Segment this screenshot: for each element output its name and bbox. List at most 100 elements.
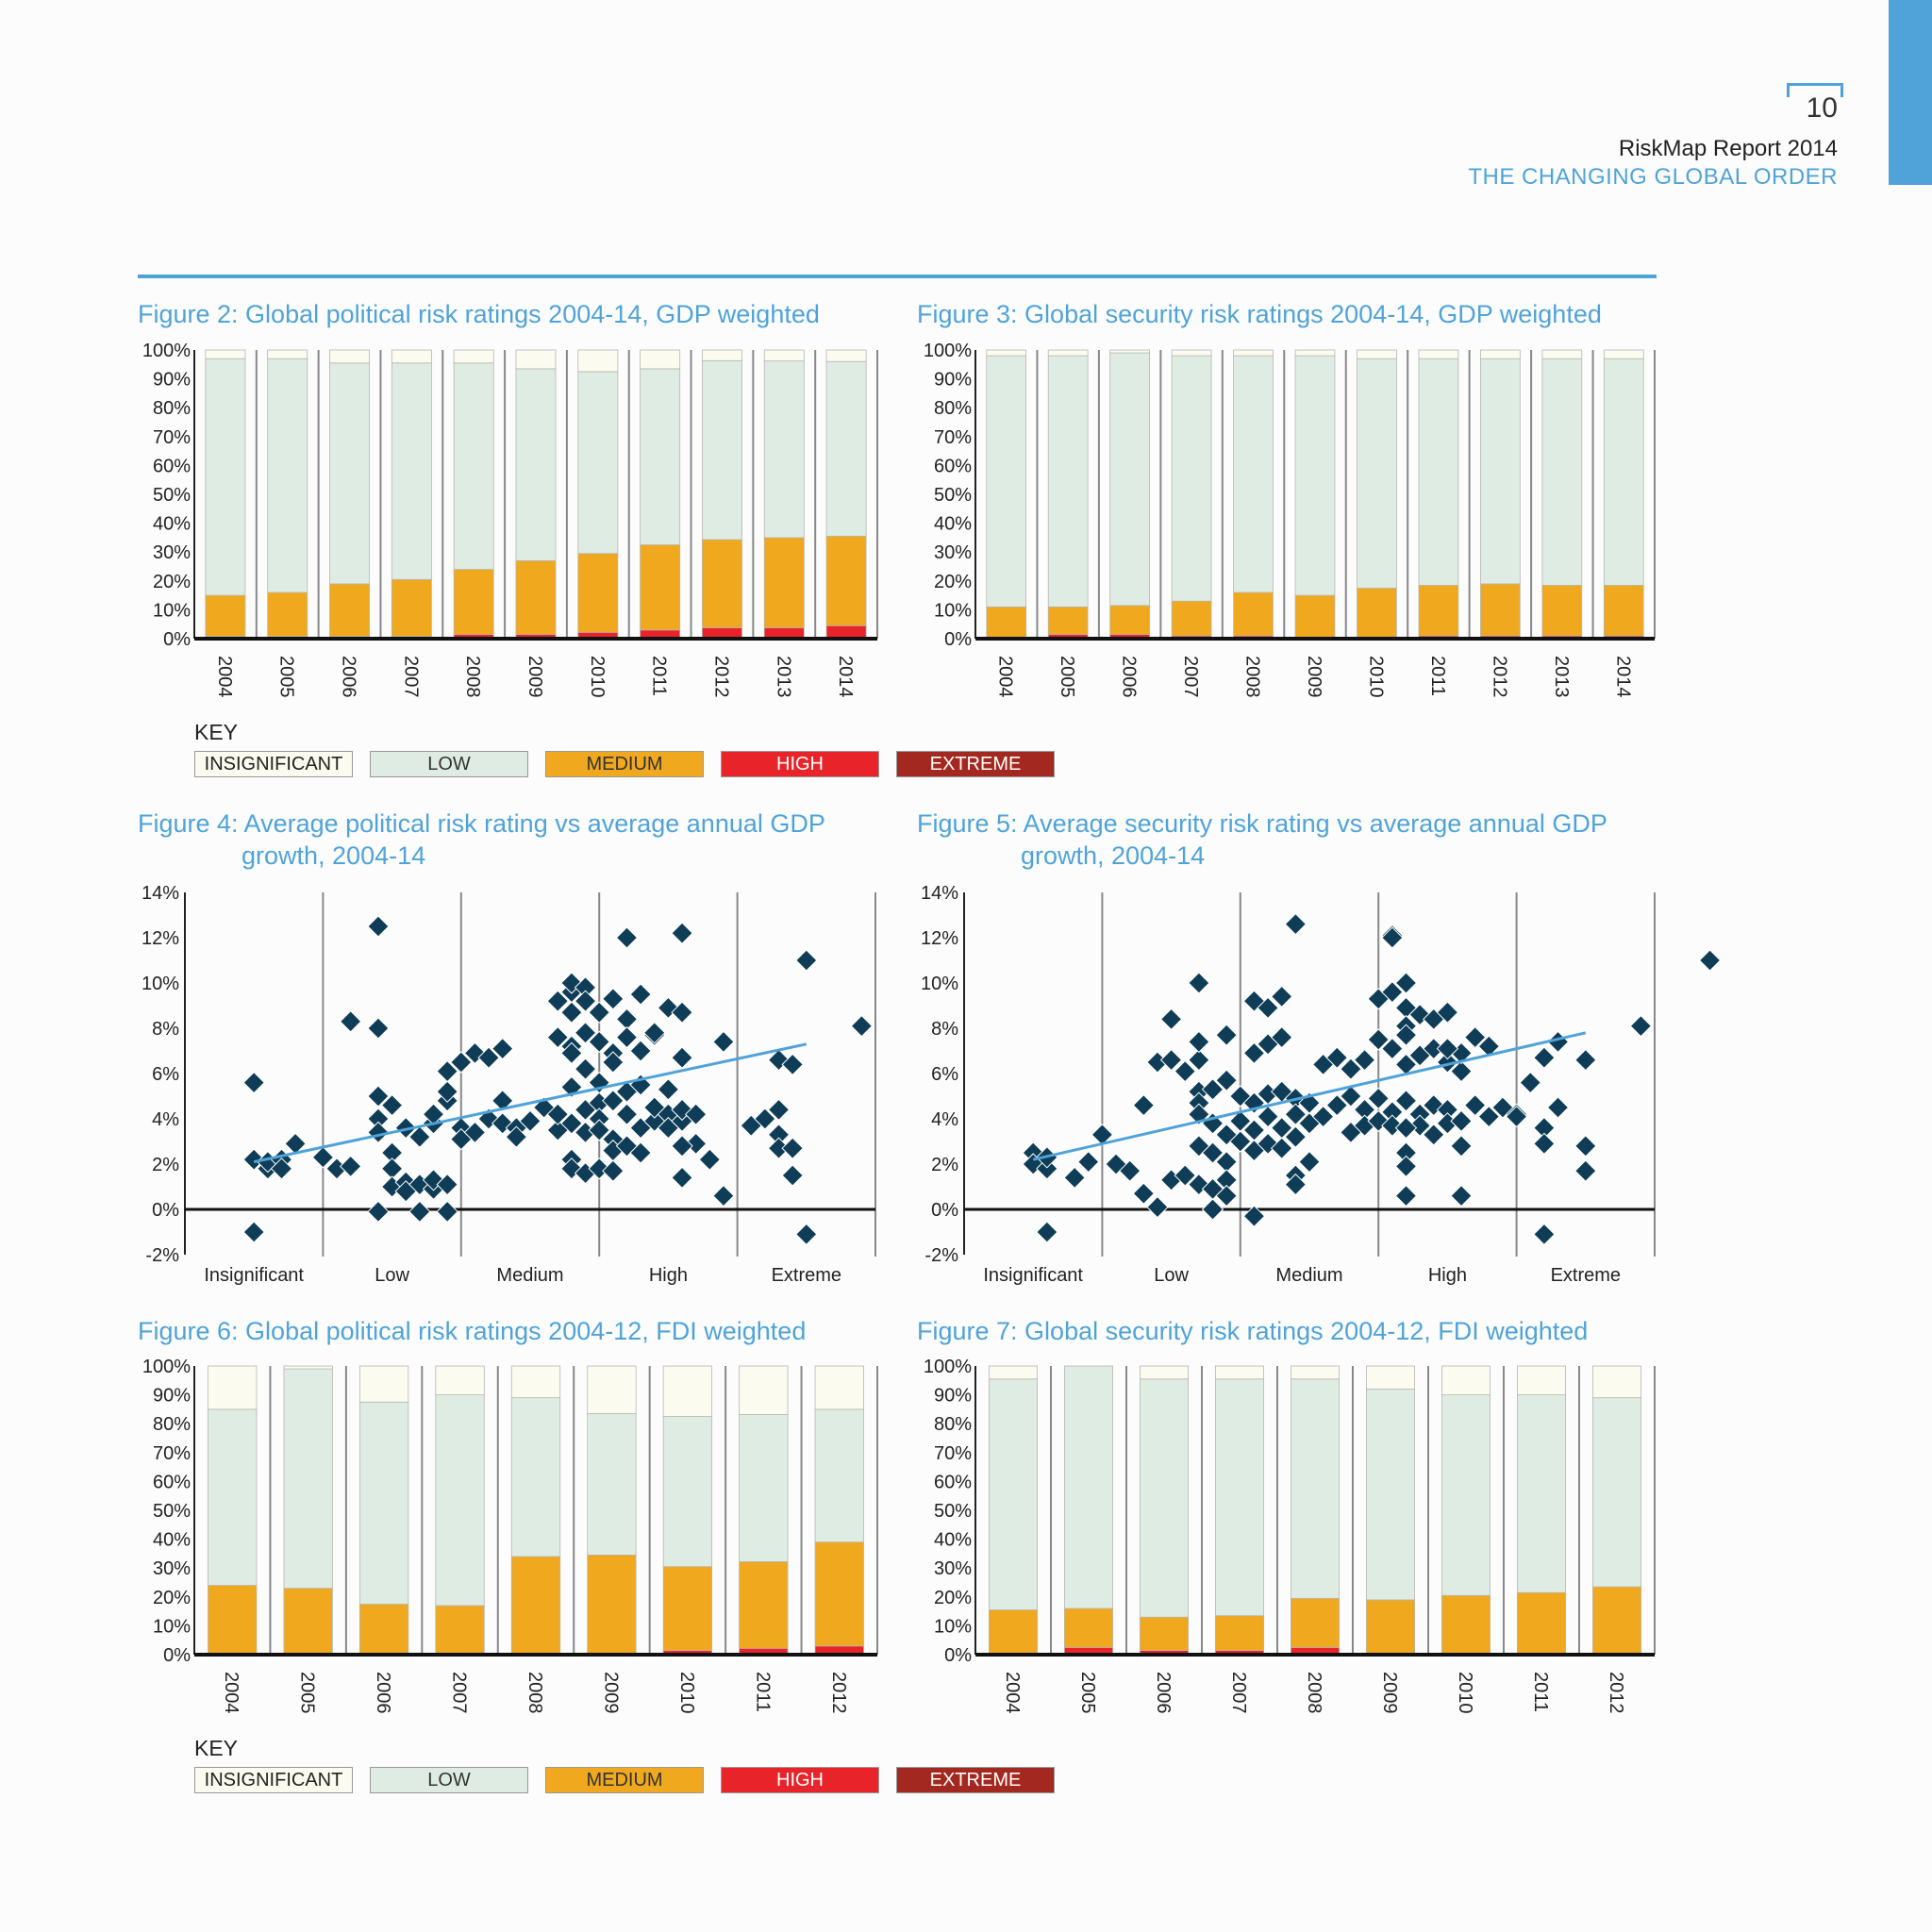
- data-point: [1463, 1025, 1487, 1049]
- data-point: [1394, 1116, 1418, 1140]
- y-tick-label: 40%: [934, 514, 972, 535]
- bar-segment-insignificant: [283, 1365, 333, 1370]
- x-category-label: High: [649, 1265, 688, 1286]
- data-point: [1188, 1030, 1210, 1054]
- y-tick-label: 80%: [153, 398, 191, 419]
- data-point: [1159, 1008, 1183, 1031]
- bar-segment-low: [391, 362, 432, 580]
- data-point: [1381, 1037, 1404, 1060]
- y-tick-label: 6%: [152, 1064, 179, 1085]
- data-point: [519, 1109, 541, 1133]
- data-point: [1188, 972, 1210, 994]
- y-tick-label: 0%: [931, 1200, 958, 1221]
- y-tick-label: 0%: [152, 1200, 179, 1221]
- data-point: [242, 1071, 265, 1094]
- x-tick-label: 2009: [600, 1672, 621, 1714]
- data-point: [684, 1132, 708, 1156]
- data-point: [588, 1001, 610, 1024]
- data-point: [1201, 1078, 1224, 1101]
- data-point: [1201, 1198, 1224, 1221]
- y-tick-label: 8%: [152, 1019, 179, 1040]
- y-tick-label: 30%: [934, 542, 972, 563]
- data-point: [1159, 1048, 1183, 1072]
- y-tick-label: 100%: [142, 1357, 191, 1377]
- data-point: [615, 926, 639, 949]
- data-point: [795, 1223, 818, 1246]
- data-point: [1436, 1051, 1459, 1074]
- y-tick-label: 12%: [921, 928, 958, 949]
- bar-segment-insignificant: [986, 349, 1027, 357]
- bar-segment-low: [587, 1413, 637, 1556]
- data-point: [1394, 1184, 1418, 1208]
- bar-segment-insignificant: [1357, 349, 1397, 359]
- y-tick-label: 30%: [153, 542, 191, 563]
- data-point: [781, 1164, 804, 1187]
- data-point: [560, 1001, 583, 1024]
- data-point: [574, 1058, 597, 1080]
- bar-segment-low: [986, 355, 1027, 608]
- page-number-bracket: [1787, 83, 1843, 97]
- data-point: [491, 1090, 514, 1112]
- data-point: [408, 1200, 431, 1224]
- bar-segment-low: [453, 362, 494, 570]
- y-tick-label: 30%: [153, 1558, 191, 1579]
- bar-segment-low: [1541, 358, 1583, 586]
- bar-segment-medium: [205, 594, 246, 637]
- data-point: [684, 1103, 708, 1125]
- data-point: [1284, 1173, 1307, 1196]
- y-tick-label: 20%: [153, 572, 191, 592]
- x-tick-label: 2013: [1551, 656, 1572, 698]
- key-legend-bottom: INSIGNIFICANT LOW MEDIUM HIGH EXTREME: [194, 1767, 1055, 1793]
- data-point: [1284, 1125, 1307, 1148]
- y-tick-label: 100%: [924, 1357, 972, 1377]
- data-point: [1394, 1024, 1418, 1046]
- data-point: [588, 1119, 610, 1141]
- x-tick-label: 2014: [1612, 656, 1633, 698]
- bar-segment-medium: [453, 569, 494, 635]
- y-tick-label: 60%: [153, 1472, 191, 1492]
- fig6-plot: 100% 90% 80% 70% 60% 50% 40% 30% 20% 10% 0% 2004 200…: [142, 1357, 878, 1714]
- data-point: [671, 1001, 693, 1024]
- data-point: [1298, 1150, 1321, 1174]
- x-tick-label: 2008: [525, 1672, 545, 1714]
- data-point: [1381, 980, 1404, 1004]
- key-medium: MEDIUM: [545, 1767, 704, 1793]
- y-tick-label: 40%: [153, 1530, 191, 1551]
- bar-segment-medium: [1357, 588, 1397, 638]
- bar-segment-insignificant: [1441, 1365, 1491, 1396]
- y-tick-label: 10%: [921, 974, 958, 994]
- data-point: [242, 1148, 265, 1171]
- y-tick-label: 90%: [934, 370, 972, 391]
- x-tick-label: 2012: [828, 1672, 849, 1714]
- bar-segment-low: [1603, 358, 1644, 586]
- data-point: [311, 1146, 335, 1169]
- data-point: [1423, 1124, 1445, 1146]
- data-point: [1215, 1024, 1238, 1046]
- y-tick-label: -2%: [924, 1245, 958, 1266]
- bar-segment-medium: [515, 559, 557, 635]
- x-tick-label: 2009: [1379, 1672, 1400, 1714]
- data-point: [1325, 1046, 1348, 1069]
- y-tick-label: 50%: [934, 1501, 972, 1522]
- y-tick-label: 0%: [163, 629, 191, 650]
- y-tick-label: 8%: [931, 1019, 958, 1040]
- data-point: [436, 1059, 458, 1083]
- data-point: [1533, 1132, 1556, 1156]
- y-tick-label: 0%: [944, 629, 972, 650]
- y-tick-label: 2%: [931, 1155, 958, 1175]
- data-point: [767, 1098, 791, 1122]
- bar-segment-low: [1109, 352, 1150, 607]
- figure-6-title: Figure 6: Global political risk ratings …: [138, 1317, 807, 1345]
- data-point: [1353, 1048, 1376, 1072]
- x-tick-label: 2005: [1057, 656, 1077, 698]
- bar-segment-medium: [701, 539, 742, 628]
- x-tick-label: 2012: [1606, 1672, 1626, 1714]
- key-low: LOW: [370, 1767, 528, 1793]
- figure-5-title-line2: growth, 2004-14: [1021, 841, 1206, 870]
- bar-segment-low: [205, 358, 246, 596]
- data-point: [1077, 1150, 1100, 1174]
- bar-segment-low: [739, 1414, 789, 1562]
- figure-5-title: Figure 5: Average security risk rating v…: [917, 808, 1607, 872]
- x-tick-label: 2005: [1077, 1672, 1098, 1714]
- data-point: [588, 1158, 610, 1180]
